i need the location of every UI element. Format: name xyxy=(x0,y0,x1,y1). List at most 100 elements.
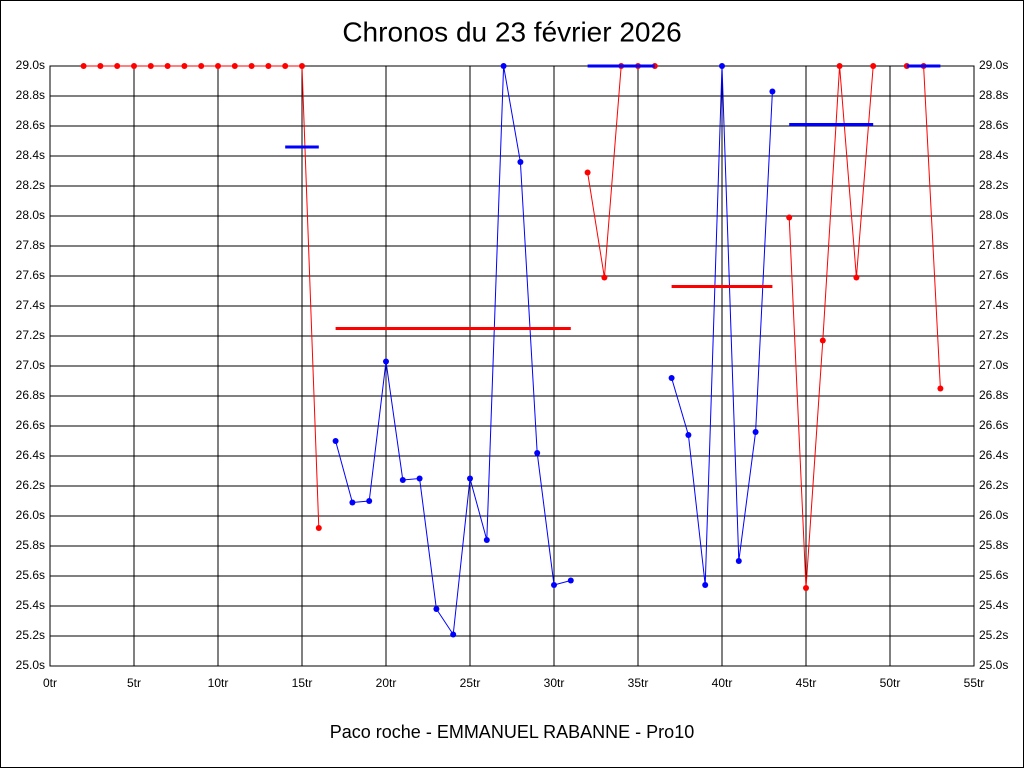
series-line xyxy=(788,65,874,589)
data-point xyxy=(467,475,473,482)
x-tick-label: 55tr xyxy=(964,676,985,690)
y2-tick-label: 27.2s xyxy=(979,328,1008,342)
y2-tick-label: 25.6s xyxy=(979,568,1008,582)
y2-tick-label: 27.6s xyxy=(979,268,1008,282)
data-point xyxy=(719,63,725,69)
y-tick-label: 28.4s xyxy=(16,148,45,162)
y2-tick-label: 26.4s xyxy=(979,448,1008,462)
x-tick-label: 40tr xyxy=(712,676,733,690)
data-point xyxy=(248,63,255,69)
data-point xyxy=(315,525,322,531)
data-point xyxy=(500,63,507,69)
y-tick-label: 28.6s xyxy=(16,118,45,132)
y2-tick-label: 27.4s xyxy=(979,298,1008,312)
chart-title: Chronos du 23 février 2026 xyxy=(342,16,681,47)
data-point xyxy=(349,499,356,506)
y2-tick-label: 29.0s xyxy=(979,58,1008,72)
x-tick-label: 15tr xyxy=(292,676,313,690)
data-point xyxy=(819,337,826,344)
y-tick-label: 26.0s xyxy=(16,508,45,522)
data-point xyxy=(601,274,608,281)
y-tick-label: 27.8s xyxy=(16,238,45,252)
data-point xyxy=(433,606,440,612)
data-point xyxy=(114,63,121,69)
x-tick-label: 20tr xyxy=(376,676,397,690)
data-point xyxy=(131,63,137,69)
data-point xyxy=(164,63,171,69)
data-point xyxy=(97,63,104,69)
data-point xyxy=(416,475,423,482)
y-tick-label: 25.4s xyxy=(16,598,45,612)
data-point xyxy=(836,63,843,69)
data-point xyxy=(282,63,289,69)
data-point xyxy=(685,432,692,438)
data-point xyxy=(735,558,742,564)
data-point xyxy=(215,63,221,69)
y2-tick-label: 25.4s xyxy=(979,598,1008,612)
y2-tick-label: 26.8s xyxy=(979,388,1008,402)
data-point xyxy=(483,537,490,543)
y2-tick-label: 28.0s xyxy=(979,208,1008,222)
y-tick-label: 28.8s xyxy=(16,88,45,102)
data-point xyxy=(231,63,238,69)
data-point xyxy=(853,274,860,281)
y2-tick-label: 28.8s xyxy=(979,88,1008,102)
y2-tick-label: 25.2s xyxy=(979,628,1008,642)
data-point xyxy=(383,358,389,365)
y-tick-label: 29.0s xyxy=(16,58,45,72)
x-tick-label: 45tr xyxy=(796,676,817,690)
y2-tick-label: 25.0s xyxy=(979,658,1008,672)
data-point xyxy=(534,450,541,456)
data-point xyxy=(299,63,305,69)
data-point xyxy=(584,169,591,176)
y-tick-label: 25.2s xyxy=(16,628,45,642)
y-tick-label: 25.6s xyxy=(16,568,45,582)
y-tick-label: 26.8s xyxy=(16,388,45,402)
x-tick-label: 10tr xyxy=(208,676,229,690)
y-tick-label: 27.2s xyxy=(16,328,45,342)
data-point xyxy=(937,385,944,392)
y2-tick-label: 25.8s xyxy=(979,538,1008,552)
data-point xyxy=(366,498,373,504)
data-point xyxy=(567,577,574,584)
data-point xyxy=(870,63,877,69)
data-point xyxy=(80,63,87,69)
y-tick-label: 25.0s xyxy=(16,658,45,672)
data-point xyxy=(517,159,524,165)
y2-tick-label: 26.2s xyxy=(979,478,1008,492)
data-point xyxy=(803,585,809,591)
data-point xyxy=(769,88,776,95)
y-tick-label: 26.2s xyxy=(16,478,45,492)
data-point xyxy=(198,63,205,69)
x-tick-label: 5tr xyxy=(127,676,141,690)
data-point xyxy=(399,477,406,483)
y2-tick-label: 27.8s xyxy=(979,238,1008,252)
y-tick-label: 25.8s xyxy=(16,538,45,552)
y2-tick-label: 28.6s xyxy=(979,118,1008,132)
data-point xyxy=(786,214,793,221)
y2-tick-label: 28.2s xyxy=(979,178,1008,192)
y2-tick-label: 27.0s xyxy=(979,358,1008,372)
y-tick-label: 27.6s xyxy=(16,268,45,282)
y-tick-label: 27.4s xyxy=(16,298,45,312)
data-point xyxy=(450,631,457,638)
y2-tick-label: 26.6s xyxy=(979,418,1008,432)
y-tick-label: 27.0s xyxy=(16,358,45,372)
y-tick-label: 26.6s xyxy=(16,418,45,432)
y2-tick-label: 26.0s xyxy=(979,508,1008,522)
data-point xyxy=(551,582,557,588)
x-tick-label: 50tr xyxy=(880,676,901,690)
data-point xyxy=(702,582,709,588)
data-point xyxy=(332,438,339,444)
x-tick-label: 35tr xyxy=(628,676,649,690)
x-tick-label: 30tr xyxy=(544,676,565,690)
data-point xyxy=(147,63,154,69)
y-tick-label: 28.0s xyxy=(16,208,45,222)
y2-tick-label: 28.4s xyxy=(979,148,1008,162)
x-axis-label: Paco roche - EMMANUEL RABANNE - Pro10 xyxy=(330,722,694,742)
y-tick-label: 26.4s xyxy=(16,448,45,462)
data-point xyxy=(265,63,272,69)
data-point xyxy=(668,375,675,381)
